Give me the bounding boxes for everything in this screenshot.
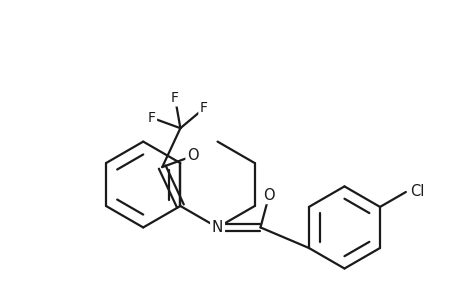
Text: F: F (200, 101, 207, 116)
Text: N: N (212, 220, 223, 235)
Text: F: F (147, 111, 155, 125)
Text: Cl: Cl (410, 184, 424, 200)
Text: O: O (187, 148, 198, 164)
Text: O: O (263, 188, 274, 202)
Text: F: F (171, 91, 179, 105)
